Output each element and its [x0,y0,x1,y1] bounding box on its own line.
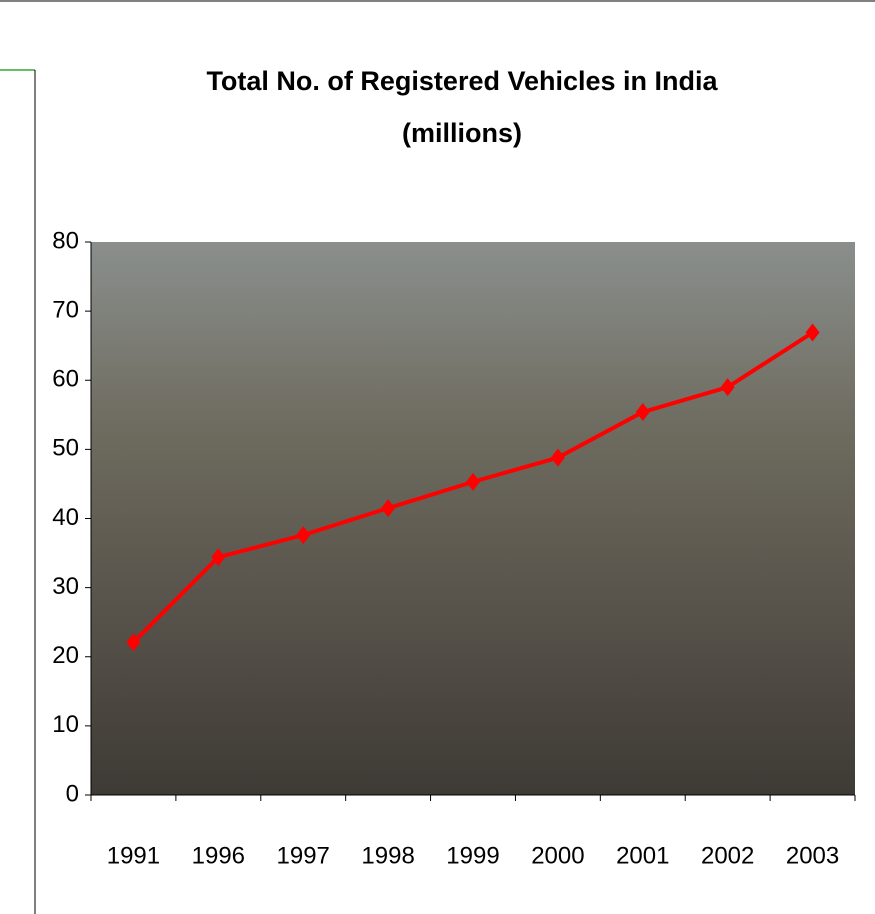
y-tick-label: 80 [52,227,79,254]
y-tick-label: 40 [52,504,79,531]
x-tick-label: 1996 [192,842,245,869]
y-tick-label: 50 [52,435,79,462]
chart-subtitle: (millions) [402,118,522,148]
x-tick-label: 1998 [361,842,414,869]
plot-background [91,242,855,795]
x-tick-label: 1999 [446,842,499,869]
x-tick-label: 2003 [786,842,839,869]
y-tick-label: 60 [52,366,79,393]
page: Total No. of Registered Vehicles in Indi… [0,0,875,914]
x-tick-label: 1997 [277,842,330,869]
x-tick-label: 2001 [616,842,669,869]
y-tick-label: 30 [52,573,79,600]
y-tick-label: 10 [52,711,79,738]
chart-title: Total No. of Registered Vehicles in Indi… [206,66,718,96]
y-tick-label: 0 [66,780,79,807]
x-tick-label: 2002 [701,842,754,869]
x-tick-label: 2000 [531,842,584,869]
y-tick-label: 20 [52,642,79,669]
y-tick-label: 70 [52,296,79,323]
x-tick-label: 1991 [107,842,160,869]
chart: Total No. of Registered Vehicles in Indi… [0,0,875,914]
